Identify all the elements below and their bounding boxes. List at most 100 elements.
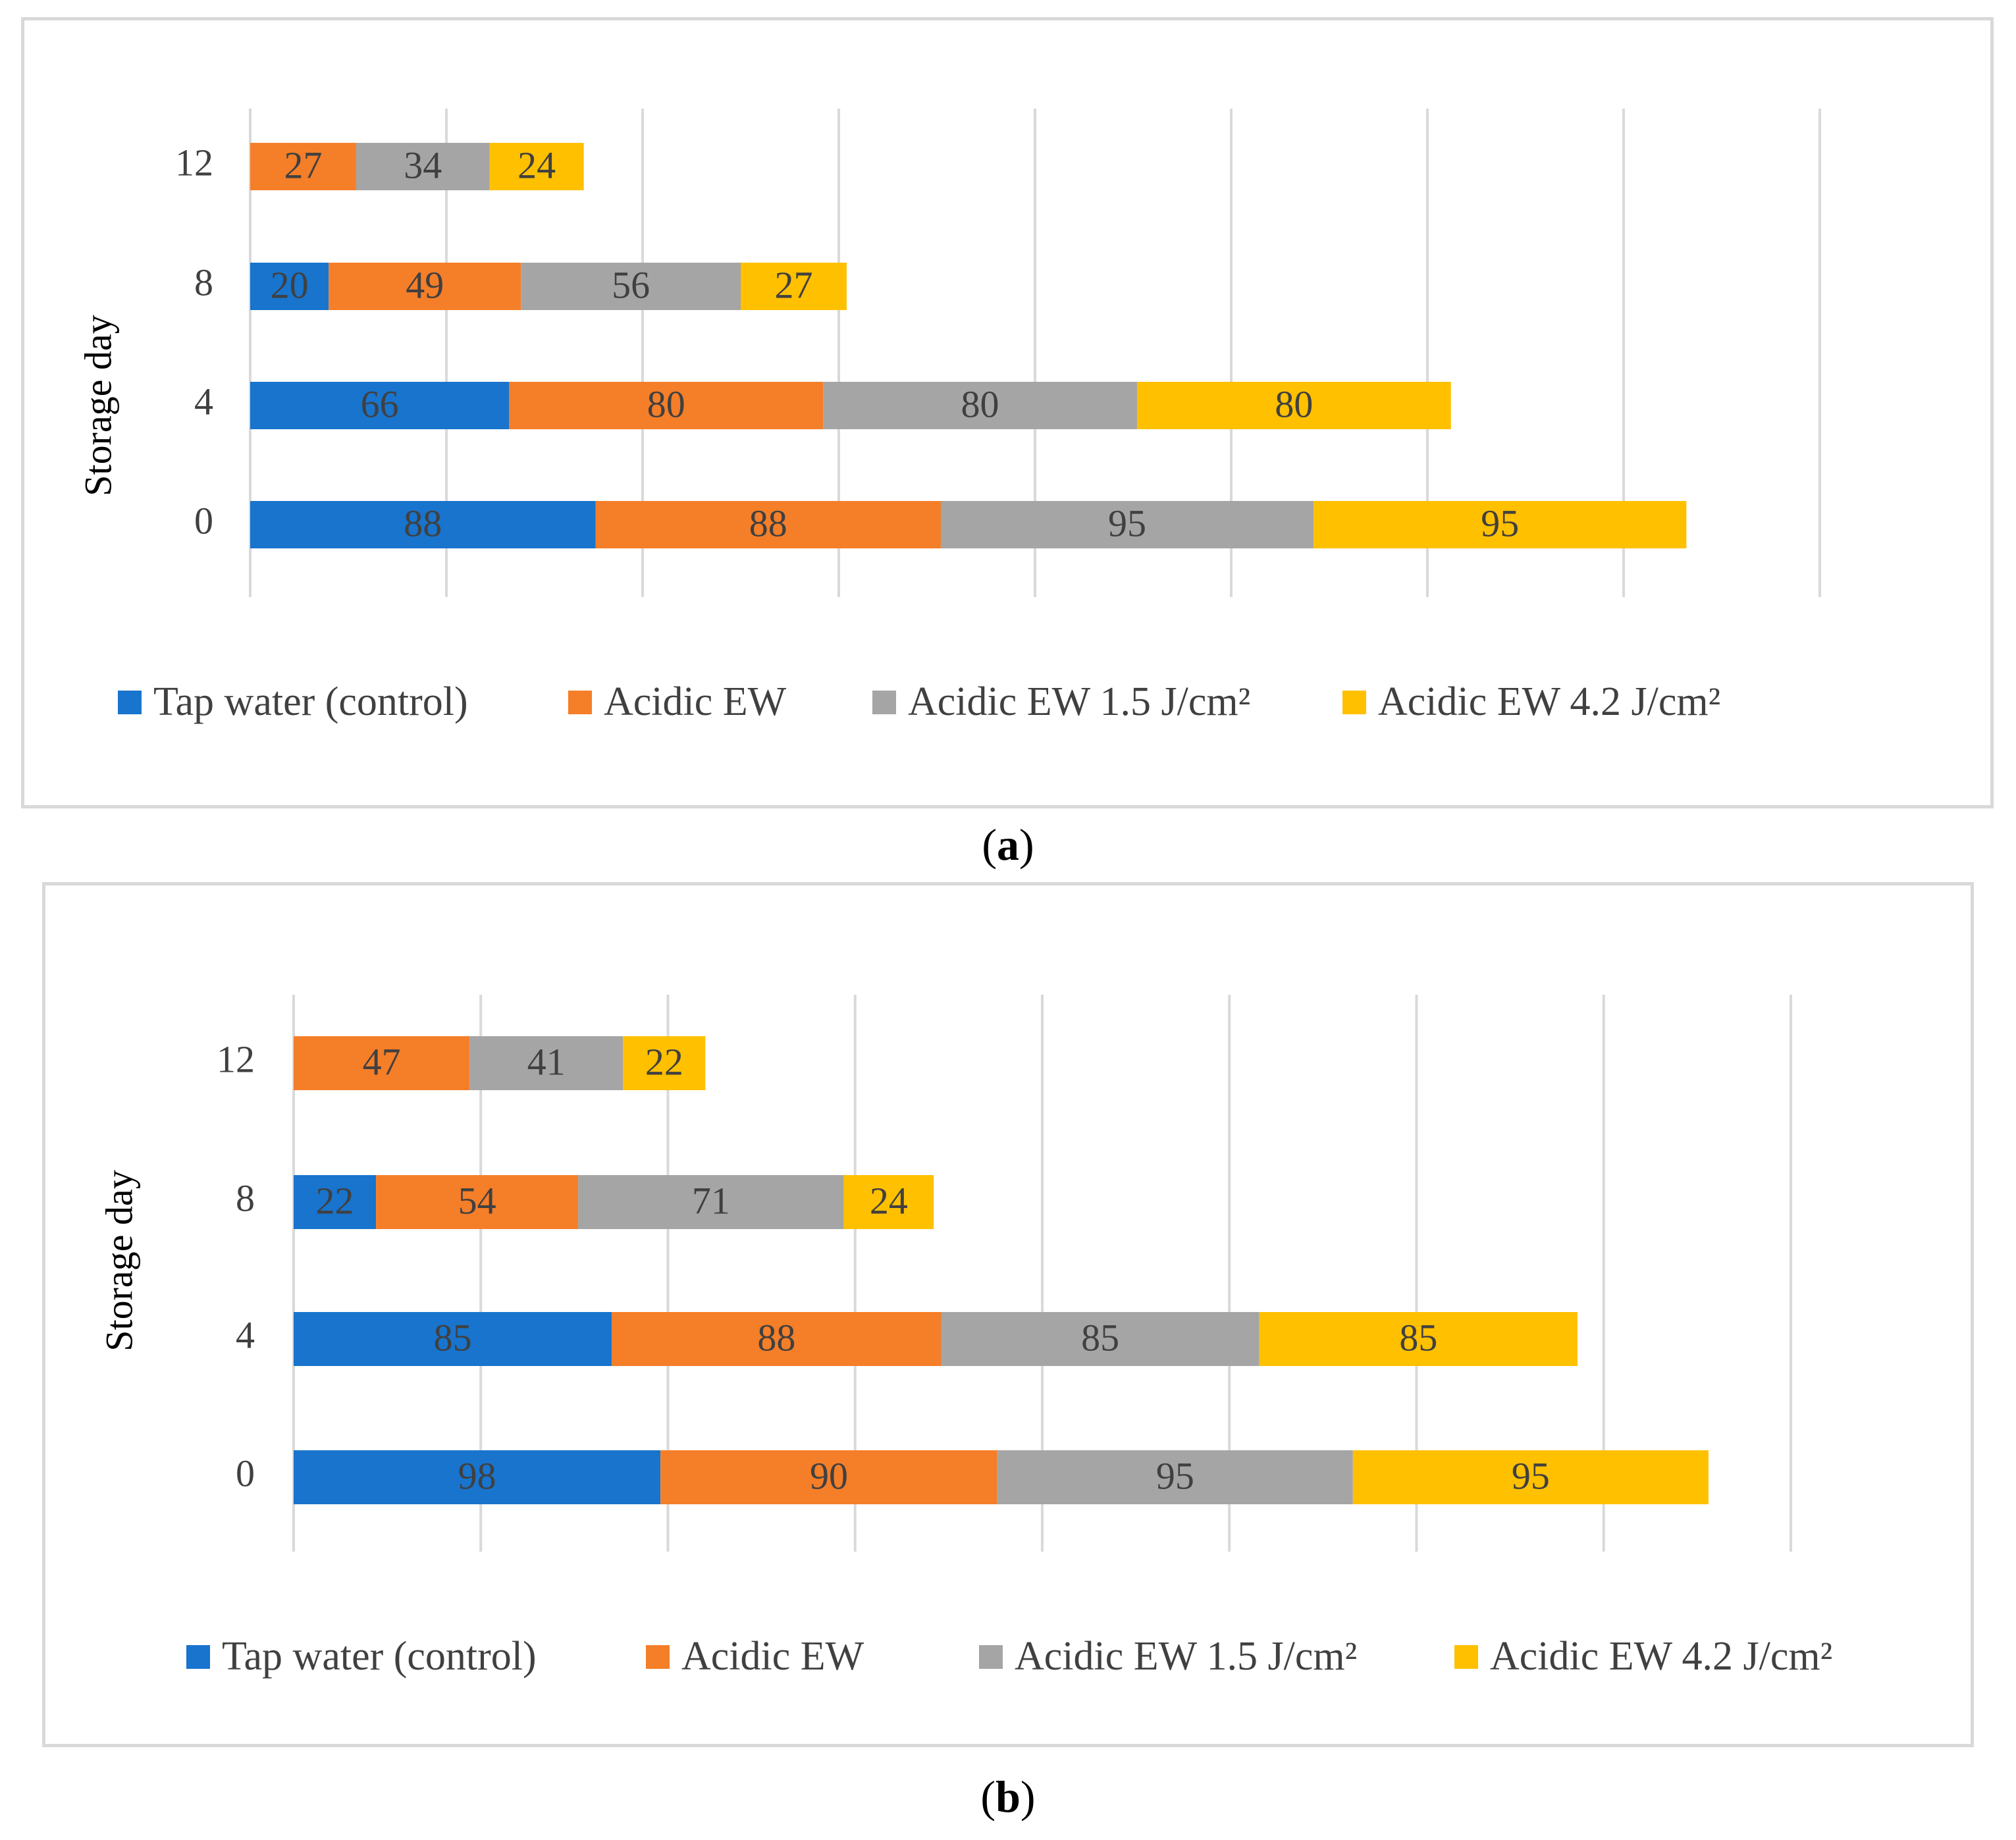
chart-a-svg: Storage day 0 88 88 95 95 4 66 80 80 80 8 20 49 56 27 12… (76, 109, 1821, 597)
data-label: 27 (284, 144, 322, 186)
category-tick-label: 0 (194, 499, 213, 542)
data-label: 24 (517, 144, 556, 186)
data-label: 85 (1081, 1316, 1119, 1359)
data-label: 98 (458, 1454, 496, 1497)
data-label: 85 (1399, 1316, 1437, 1359)
data-label: 95 (1481, 502, 1519, 544)
legend-swatch (1454, 1644, 1478, 1669)
legend-label: Acidic EW 4.2 J/cm² (1490, 1634, 1833, 1679)
bar-segment (250, 501, 596, 548)
bar-segment (329, 263, 521, 310)
bar-segment (660, 1450, 997, 1504)
legend-swatch (646, 1644, 670, 1669)
bar-segment (294, 1175, 377, 1229)
bar-segment (1136, 382, 1451, 429)
legend-swatch (979, 1644, 1003, 1669)
legend-swatch (118, 690, 142, 714)
data-label: 88 (404, 502, 442, 544)
chart-panel-a: Storage day 0 88 88 95 95 4 66 80 80 80 8 20 49 56 27 12… (21, 17, 1994, 808)
data-label: 54 (458, 1179, 496, 1222)
data-label: 22 (316, 1179, 354, 1222)
legend-label: Acidic EW (604, 679, 787, 724)
data-label: 24 (870, 1179, 908, 1222)
legend-item: Acidic EW (646, 1633, 864, 1680)
data-label: 27 (774, 263, 812, 306)
data-label: 95 (1156, 1454, 1194, 1497)
legend-item: Acidic EW 4.2 J/cm² (1342, 679, 1720, 725)
caption-b: (b) (980, 1772, 1036, 1822)
data-label: 49 (406, 263, 444, 306)
bar-segment (509, 382, 824, 429)
legend-label: Tap water (control) (222, 1634, 537, 1679)
bar-segment (612, 1312, 942, 1366)
caption-a-letter: a (997, 820, 1019, 870)
data-label: 34 (404, 144, 442, 186)
legend-label: Acidic EW 1.5 J/cm² (1015, 1634, 1358, 1679)
bar-segment (469, 1036, 623, 1090)
bar-segment (376, 1175, 579, 1229)
data-label: 88 (757, 1316, 795, 1359)
category-tick-label: 8 (194, 261, 213, 303)
bar-segment (250, 143, 356, 190)
data-label: 71 (692, 1179, 730, 1222)
legend-item: Acidic EW 1.5 J/cm² (872, 679, 1250, 725)
bar-segment (294, 1312, 612, 1366)
caption-a: (a) (982, 820, 1034, 870)
legend-label: Acidic EW (681, 1634, 864, 1679)
data-label: 80 (647, 382, 685, 425)
y-axis-title: Storage day (97, 1170, 140, 1351)
data-label: 88 (749, 502, 787, 544)
bar-segment (1259, 1312, 1578, 1366)
bar-segment (578, 1175, 844, 1229)
chart-b-svg: Storage day 0 98 90 95 95 4 85 88 85 85 8 22 54 71 24 12… (97, 995, 1792, 1552)
data-label: 80 (1275, 382, 1313, 425)
bar-segment (294, 1036, 470, 1090)
category-tick-label: 4 (194, 380, 213, 423)
data-label: 20 (271, 263, 309, 306)
bar-segment (595, 501, 941, 548)
bar-segment (623, 1036, 706, 1090)
category-tick-label: 0 (236, 1452, 255, 1494)
caption-b-letter: b (995, 1772, 1021, 1822)
bar-segment (1313, 501, 1687, 548)
data-label: 56 (612, 263, 650, 306)
data-label: 22 (645, 1040, 683, 1083)
bar-segment (997, 1450, 1353, 1504)
category-tick-label: 12 (175, 141, 213, 184)
bar-segment (294, 1450, 661, 1504)
legend-label: Acidic EW 4.2 J/cm² (1378, 679, 1721, 724)
legend-item: Acidic EW 1.5 J/cm² (979, 1633, 1357, 1680)
legend-item: Acidic EW 4.2 J/cm² (1454, 1633, 1832, 1680)
bar-segment (843, 1175, 934, 1229)
category-tick-label: 4 (236, 1313, 255, 1356)
data-label: 66 (361, 382, 399, 425)
bar-segment (941, 1312, 1260, 1366)
legend-item: Acidic EW (568, 679, 786, 725)
data-label: 80 (961, 382, 999, 425)
category-tick-label: 8 (236, 1176, 255, 1219)
bar-segment (1352, 1450, 1709, 1504)
data-label: 41 (527, 1040, 566, 1083)
legend-swatch (186, 1644, 210, 1669)
y-axis-title: Storage day (76, 315, 119, 496)
bar-segment (356, 143, 490, 190)
chart-panel-b: Storage day 0 98 90 95 95 4 85 88 85 85 8 22 54 71 24 12… (42, 882, 1974, 1747)
category-tick-label: 12 (217, 1038, 255, 1080)
bar-segment (741, 263, 847, 310)
legend-swatch (872, 690, 896, 714)
data-label: 90 (810, 1454, 848, 1497)
legend-item: Tap water (control) (186, 1633, 537, 1680)
bar-segment (940, 501, 1314, 548)
data-label: 95 (1108, 502, 1146, 544)
legend-label: Acidic EW 1.5 J/cm² (908, 679, 1251, 724)
bar-segment (250, 382, 510, 429)
data-label: 85 (434, 1316, 472, 1359)
bar-segment (250, 263, 329, 310)
data-label: 47 (363, 1040, 401, 1083)
data-label: 95 (1512, 1454, 1550, 1497)
legend-item: Tap water (control) (118, 679, 468, 725)
bar-segment (489, 143, 584, 190)
bar-segment (521, 263, 741, 310)
legend-swatch (1342, 690, 1366, 714)
legend-label: Tap water (control) (153, 679, 468, 724)
